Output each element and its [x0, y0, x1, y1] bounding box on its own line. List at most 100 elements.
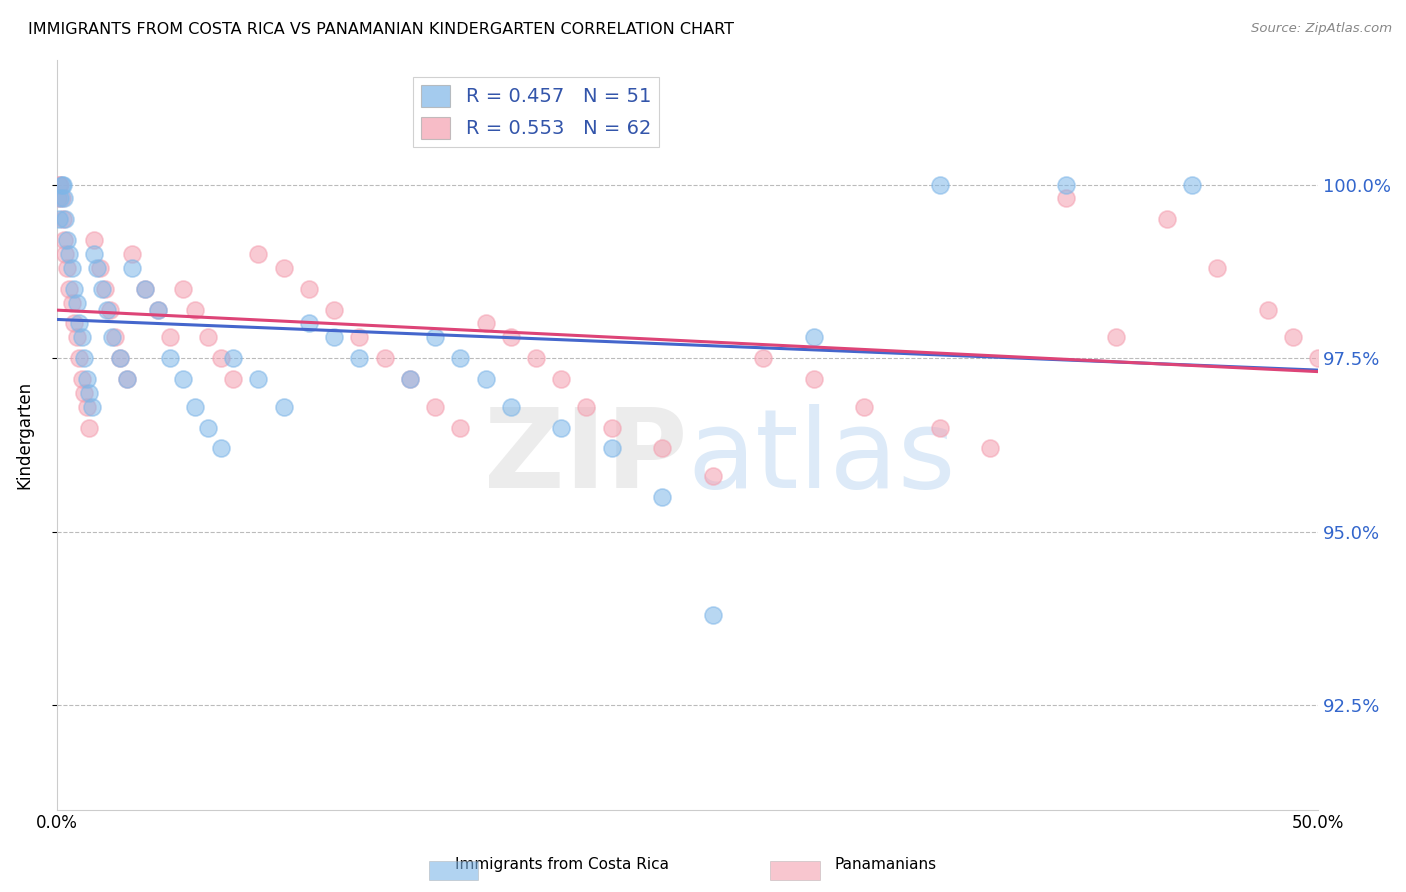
- Point: [524, 351, 547, 366]
- Point: [273, 400, 295, 414]
- Point: [298, 282, 321, 296]
- Point: [159, 330, 181, 344]
- Point: [474, 372, 496, 386]
- Point: [1156, 212, 1178, 227]
- Point: [83, 233, 105, 247]
- Legend: R = 0.457   N = 51, R = 0.553   N = 62: R = 0.457 N = 51, R = 0.553 N = 62: [413, 77, 659, 147]
- Point: [96, 302, 118, 317]
- Point: [121, 247, 143, 261]
- Point: [273, 260, 295, 275]
- Point: [928, 178, 950, 192]
- Point: [55, 212, 77, 227]
- Point: [146, 302, 169, 317]
- Point: [752, 351, 775, 366]
- Point: [197, 330, 219, 344]
- Point: [349, 330, 371, 344]
- Point: [70, 372, 93, 386]
- Point: [209, 442, 232, 456]
- Point: [48, 178, 70, 192]
- Point: [51, 178, 73, 192]
- Point: [91, 282, 114, 296]
- Point: [121, 260, 143, 275]
- Point: [101, 330, 124, 344]
- Point: [803, 372, 825, 386]
- Point: [423, 330, 446, 344]
- Point: [1257, 302, 1279, 317]
- Point: [702, 608, 724, 623]
- Point: [52, 212, 75, 227]
- Point: [51, 192, 73, 206]
- Point: [117, 372, 139, 386]
- Point: [184, 302, 207, 317]
- Point: [76, 400, 98, 414]
- Point: [73, 351, 96, 366]
- Point: [83, 247, 105, 261]
- Text: Source: ZipAtlas.com: Source: ZipAtlas.com: [1251, 22, 1392, 36]
- Point: [184, 400, 207, 414]
- Point: [67, 317, 90, 331]
- Point: [449, 351, 471, 366]
- Point: [197, 420, 219, 434]
- Point: [86, 260, 108, 275]
- Point: [550, 420, 572, 434]
- Point: [55, 233, 77, 247]
- Point: [803, 330, 825, 344]
- Y-axis label: Kindergarten: Kindergarten: [15, 381, 32, 489]
- Point: [63, 282, 86, 296]
- Point: [702, 469, 724, 483]
- Text: IMMIGRANTS FROM COSTA RICA VS PANAMANIAN KINDERGARTEN CORRELATION CHART: IMMIGRANTS FROM COSTA RICA VS PANAMANIAN…: [28, 22, 734, 37]
- Point: [60, 295, 83, 310]
- Point: [550, 372, 572, 386]
- Point: [1308, 351, 1330, 366]
- Point: [374, 351, 396, 366]
- Point: [172, 372, 194, 386]
- Point: [117, 372, 139, 386]
- Point: [134, 282, 156, 296]
- Point: [79, 420, 101, 434]
- Point: [323, 302, 346, 317]
- Point: [979, 442, 1001, 456]
- Point: [398, 372, 420, 386]
- Point: [600, 442, 623, 456]
- Point: [172, 282, 194, 296]
- Point: [499, 330, 522, 344]
- Point: [53, 233, 76, 247]
- Point: [60, 260, 83, 275]
- Point: [499, 400, 522, 414]
- Point: [108, 351, 131, 366]
- Text: Immigrants from Costa Rica: Immigrants from Costa Rica: [456, 857, 669, 872]
- Point: [1054, 192, 1077, 206]
- Text: Panamanians: Panamanians: [835, 857, 936, 872]
- Text: ZIP: ZIP: [484, 403, 688, 510]
- Point: [89, 260, 111, 275]
- Point: [159, 351, 181, 366]
- Point: [247, 247, 270, 261]
- Point: [398, 372, 420, 386]
- Point: [349, 351, 371, 366]
- Point: [1054, 178, 1077, 192]
- Point: [79, 385, 101, 400]
- Point: [323, 330, 346, 344]
- Point: [108, 351, 131, 366]
- Point: [222, 351, 245, 366]
- Point: [298, 317, 321, 331]
- Point: [55, 247, 77, 261]
- Point: [55, 260, 77, 275]
- Point: [600, 420, 623, 434]
- Point: [76, 372, 98, 386]
- Point: [48, 212, 70, 227]
- Point: [70, 330, 93, 344]
- Point: [80, 400, 103, 414]
- Point: [474, 317, 496, 331]
- Point: [423, 400, 446, 414]
- Point: [73, 385, 96, 400]
- Point: [1282, 330, 1305, 344]
- Point: [63, 317, 86, 331]
- Point: [49, 178, 72, 192]
- Point: [853, 400, 876, 414]
- Point: [209, 351, 232, 366]
- Point: [98, 302, 121, 317]
- Point: [247, 372, 270, 386]
- Point: [1206, 260, 1229, 275]
- Point: [651, 442, 673, 456]
